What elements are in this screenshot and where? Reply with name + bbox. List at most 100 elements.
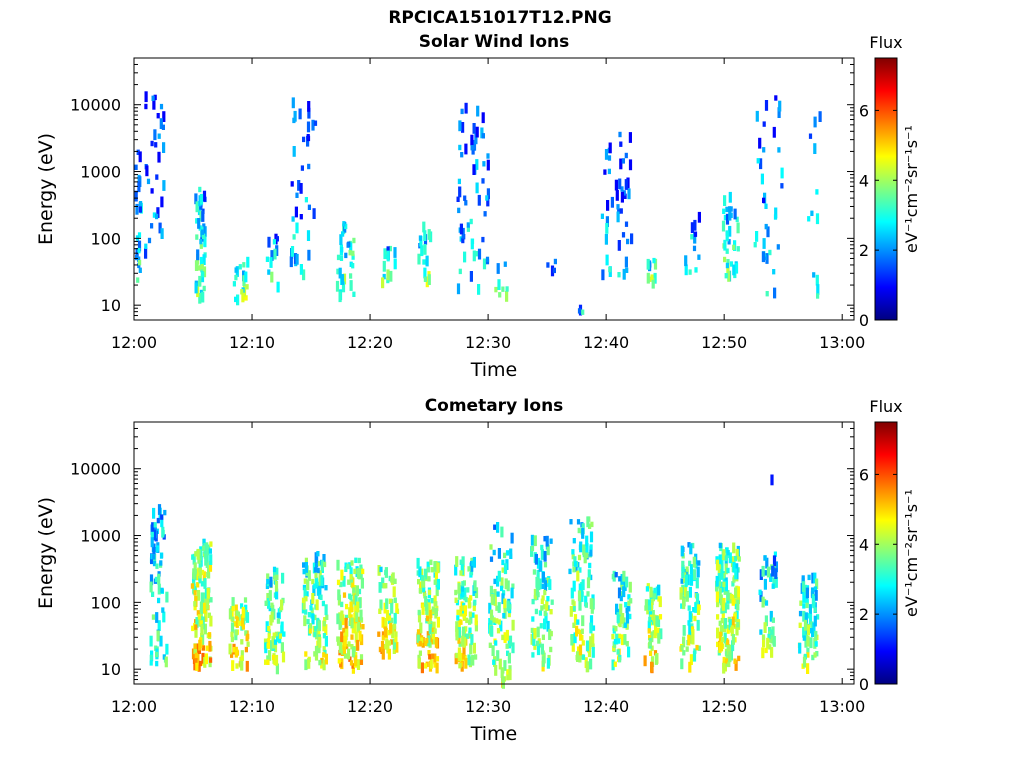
- data-cell: [435, 662, 439, 674]
- data-cell: [472, 601, 476, 607]
- data-cell: [496, 628, 501, 634]
- data-cell: [546, 544, 550, 556]
- data-cell: [644, 599, 648, 610]
- data-cell: [533, 644, 537, 650]
- data-cell: [531, 652, 535, 658]
- data-cell: [572, 538, 576, 544]
- data-cell: [608, 142, 612, 154]
- data-cell: [235, 663, 239, 669]
- data-cell: [361, 568, 365, 575]
- data-cell: [733, 272, 737, 279]
- data-cell: [649, 650, 653, 656]
- data-cell: [772, 269, 776, 275]
- data-cell: [202, 190, 207, 202]
- data-cell: [613, 639, 617, 645]
- data-cell: [627, 646, 631, 658]
- data-cell: [203, 602, 207, 614]
- data-cell: [681, 572, 685, 578]
- data-cell: [307, 249, 311, 261]
- data-cell: [467, 566, 471, 572]
- data-cell: [616, 612, 620, 623]
- data-cell: [590, 521, 594, 528]
- data-cell: [506, 669, 510, 681]
- data-cell: [549, 646, 553, 653]
- data-cell: [165, 643, 169, 655]
- data-cell: [802, 635, 806, 641]
- data-cell: [815, 189, 819, 195]
- data-cell: [581, 654, 586, 660]
- data-cell: [420, 568, 424, 580]
- data-cell: [246, 641, 250, 647]
- data-cell: [507, 611, 511, 618]
- data-cell: [157, 133, 161, 139]
- data-cell: [568, 568, 572, 575]
- data-cell: [578, 651, 582, 663]
- data-cell: [619, 158, 623, 170]
- data-cell: [680, 658, 684, 670]
- data-cell: [648, 616, 652, 623]
- data-cell: [390, 617, 394, 624]
- data-cell: [427, 618, 431, 625]
- data-cell: [306, 135, 310, 147]
- data-cell: [270, 602, 274, 608]
- data-cell: [324, 653, 328, 665]
- data-cell: [720, 608, 724, 614]
- data-cell: [624, 602, 628, 608]
- data-cell: [680, 603, 684, 609]
- data-cell: [456, 196, 460, 202]
- data-cell: [235, 610, 239, 616]
- data-cell: [581, 579, 585, 591]
- data-cell: [193, 601, 197, 607]
- data-cell: [540, 605, 544, 611]
- data-cell: [266, 578, 270, 585]
- data-cell: [542, 604, 546, 610]
- data-cell: [736, 246, 740, 252]
- data-cell: [271, 636, 275, 642]
- data-cell: [203, 236, 207, 248]
- data-cell: [199, 238, 203, 245]
- data-cell: [470, 238, 474, 250]
- data-cell: [575, 625, 579, 637]
- data-cell: [428, 623, 432, 635]
- data-cell: [150, 188, 154, 194]
- data-cell: [150, 223, 154, 229]
- data-cell: [681, 560, 685, 572]
- data-cell: [548, 629, 552, 640]
- data-cell: [543, 589, 547, 596]
- data-cell: [241, 607, 245, 618]
- data-cell: [156, 113, 160, 119]
- data-cell: [354, 594, 358, 606]
- data-cell: [462, 645, 466, 656]
- data-cell: [208, 632, 212, 638]
- data-cell: [425, 255, 429, 267]
- data-cell: [589, 622, 593, 634]
- data-cell: [387, 648, 391, 660]
- data-cell: [344, 617, 348, 629]
- data-cell: [589, 531, 594, 543]
- data-cell: [356, 659, 361, 670]
- data-cell: [735, 624, 739, 636]
- data-cell: [359, 609, 363, 621]
- data-cell: [509, 548, 513, 554]
- data-cell: [193, 569, 198, 575]
- data-cell: [195, 218, 199, 224]
- data-cell: [349, 594, 353, 601]
- data-cell: [584, 602, 588, 608]
- data-cell: [417, 253, 421, 265]
- data-cell: [315, 628, 319, 640]
- data-cell: [162, 611, 166, 623]
- data-cell: [339, 234, 343, 245]
- data-cell: [292, 234, 296, 240]
- data-cell: [161, 124, 165, 130]
- data-cell: [477, 284, 481, 295]
- data-cell: [349, 280, 353, 291]
- data-cell: [200, 229, 204, 235]
- data-cell: [541, 572, 545, 583]
- data-cell: [301, 597, 306, 603]
- data-cell: [196, 548, 200, 560]
- data-cell: [549, 538, 553, 544]
- data-cell: [503, 552, 507, 559]
- data-cell: [497, 548, 501, 559]
- data-cell: [243, 597, 248, 603]
- data-cell: [209, 657, 213, 663]
